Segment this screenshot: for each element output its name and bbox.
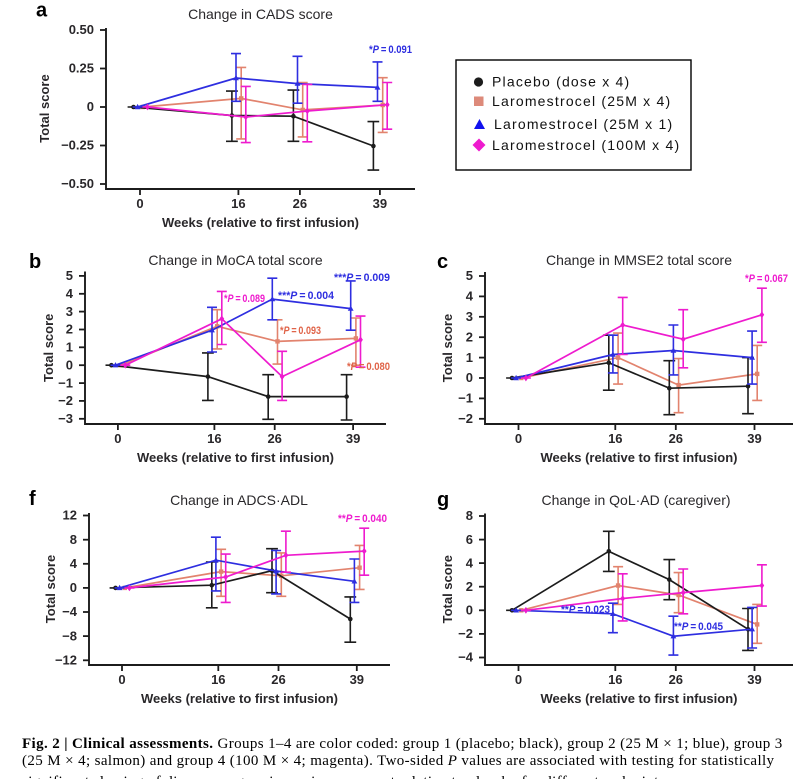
svg-text:1: 1 [66, 340, 73, 355]
svg-text:5: 5 [66, 268, 73, 283]
svg-text:0: 0 [114, 431, 121, 446]
svg-text:3: 3 [66, 304, 73, 319]
svg-text:Weeks (relative to first infus: Weeks (relative to first infusion) [162, 215, 359, 230]
svg-text:−12: −12 [55, 653, 77, 668]
svg-text:4: 4 [466, 289, 474, 304]
svg-text:16: 16 [231, 196, 245, 211]
svg-text:3: 3 [466, 309, 473, 324]
svg-text:−1: −1 [58, 375, 73, 390]
svg-text:0: 0 [515, 672, 522, 687]
svg-text:39: 39 [373, 196, 387, 211]
svg-text:−2: −2 [458, 411, 473, 426]
svg-text:b: b [29, 251, 41, 273]
svg-text:0: 0 [136, 196, 143, 211]
svg-text:−0.50: −0.50 [61, 176, 94, 191]
svg-text:26: 26 [669, 672, 683, 687]
svg-text:2: 2 [466, 329, 473, 344]
svg-text:c: c [437, 251, 448, 273]
svg-text:12: 12 [63, 508, 77, 523]
svg-text:6: 6 [466, 532, 473, 547]
svg-text:8: 8 [70, 532, 77, 547]
svg-text:4: 4 [66, 286, 74, 301]
svg-text:−4: −4 [62, 604, 78, 619]
svg-text:0.25: 0.25 [69, 61, 94, 76]
svg-text:4: 4 [70, 556, 78, 571]
svg-text:***P = 0.009: ***P = 0.009 [334, 272, 390, 284]
svg-text:a: a [36, 0, 48, 22]
svg-text:Laromestrocel (100M x 4): Laromestrocel (100M x 4) [492, 137, 680, 153]
svg-text:0: 0 [466, 370, 473, 385]
svg-text:−1: −1 [458, 391, 473, 406]
svg-text:g: g [437, 489, 449, 511]
svg-text:0: 0 [66, 357, 73, 372]
svg-text:Total score: Total score [37, 74, 52, 142]
svg-text:0: 0 [118, 672, 125, 687]
svg-text:−0.25: −0.25 [61, 138, 94, 153]
svg-text:***P = 0.004: ***P = 0.004 [278, 290, 335, 302]
svg-text:4: 4 [466, 555, 474, 570]
svg-text:Weeks (relative to first infus: Weeks (relative to first infusion) [137, 450, 334, 465]
svg-text:16: 16 [211, 672, 225, 687]
svg-text:26: 26 [271, 672, 285, 687]
svg-text:0: 0 [466, 603, 473, 618]
svg-text:0.50: 0.50 [69, 22, 94, 37]
svg-text:16: 16 [608, 672, 622, 687]
svg-text:Weeks (relative to first infus: Weeks (relative to first infusion) [141, 691, 338, 706]
svg-text:−8: −8 [62, 628, 77, 643]
svg-text:*P = 0.089: *P = 0.089 [224, 293, 265, 305]
svg-text:2: 2 [66, 322, 73, 337]
svg-text:0: 0 [70, 580, 77, 595]
svg-text:26: 26 [293, 196, 307, 211]
svg-text:5: 5 [466, 268, 473, 283]
svg-text:Total score: Total score [43, 555, 58, 623]
svg-text:1: 1 [466, 350, 473, 365]
svg-text:Weeks (relative to first infus: Weeks (relative to first infusion) [541, 450, 738, 465]
svg-text:Placebo (dose x 4): Placebo (dose x 4) [492, 74, 630, 90]
svg-text:−2: −2 [58, 393, 73, 408]
svg-text:39: 39 [346, 431, 360, 446]
svg-text:Total score: Total score [440, 314, 455, 382]
svg-text:8: 8 [466, 508, 473, 523]
svg-text:Laromestrocel (25M x 4): Laromestrocel (25M x 4) [492, 93, 671, 109]
svg-text:Change in MMSE2 total score: Change in MMSE2 total score [546, 252, 732, 268]
svg-text:26: 26 [669, 431, 683, 446]
svg-text:Change in CADS score: Change in CADS score [188, 6, 333, 22]
svg-text:**P = 0.045: **P = 0.045 [674, 621, 723, 633]
svg-text:*P = 0.093: *P = 0.093 [280, 325, 321, 337]
svg-text:39: 39 [350, 672, 364, 687]
svg-text:39: 39 [747, 672, 761, 687]
svg-text:Change in MoCA total score: Change in MoCA total score [148, 252, 323, 268]
svg-text:Change in ADCS·ADL: Change in ADCS·ADL [170, 492, 308, 508]
svg-text:Change in QoL·AD (caregiver): Change in QoL·AD (caregiver) [541, 492, 730, 508]
svg-text:Total score: Total score [440, 555, 455, 623]
svg-text:**P = 0.023: **P = 0.023 [561, 604, 610, 616]
svg-text:16: 16 [207, 431, 221, 446]
svg-text:*P = 0.091: *P = 0.091 [369, 44, 412, 56]
svg-text:2: 2 [466, 579, 473, 594]
svg-text:16: 16 [608, 431, 622, 446]
svg-text:−2: −2 [458, 626, 473, 641]
svg-text:Laromestrocel (25M x 1): Laromestrocel (25M x 1) [494, 116, 673, 132]
svg-text:0: 0 [87, 99, 94, 114]
svg-text:f: f [29, 488, 36, 510]
svg-text:Weeks (relative to first infus: Weeks (relative to first infusion) [541, 691, 738, 706]
svg-text:−4: −4 [458, 650, 474, 665]
svg-text:Total score: Total score [41, 314, 56, 382]
svg-text:39: 39 [747, 431, 761, 446]
svg-text:0: 0 [515, 431, 522, 446]
svg-text:26: 26 [267, 431, 281, 446]
svg-text:−3: −3 [58, 411, 73, 426]
svg-text:*P = 0.067: *P = 0.067 [745, 273, 788, 285]
svg-text:*P = 0.080: *P = 0.080 [347, 361, 390, 373]
svg-text:**P = 0.040: **P = 0.040 [338, 513, 387, 525]
